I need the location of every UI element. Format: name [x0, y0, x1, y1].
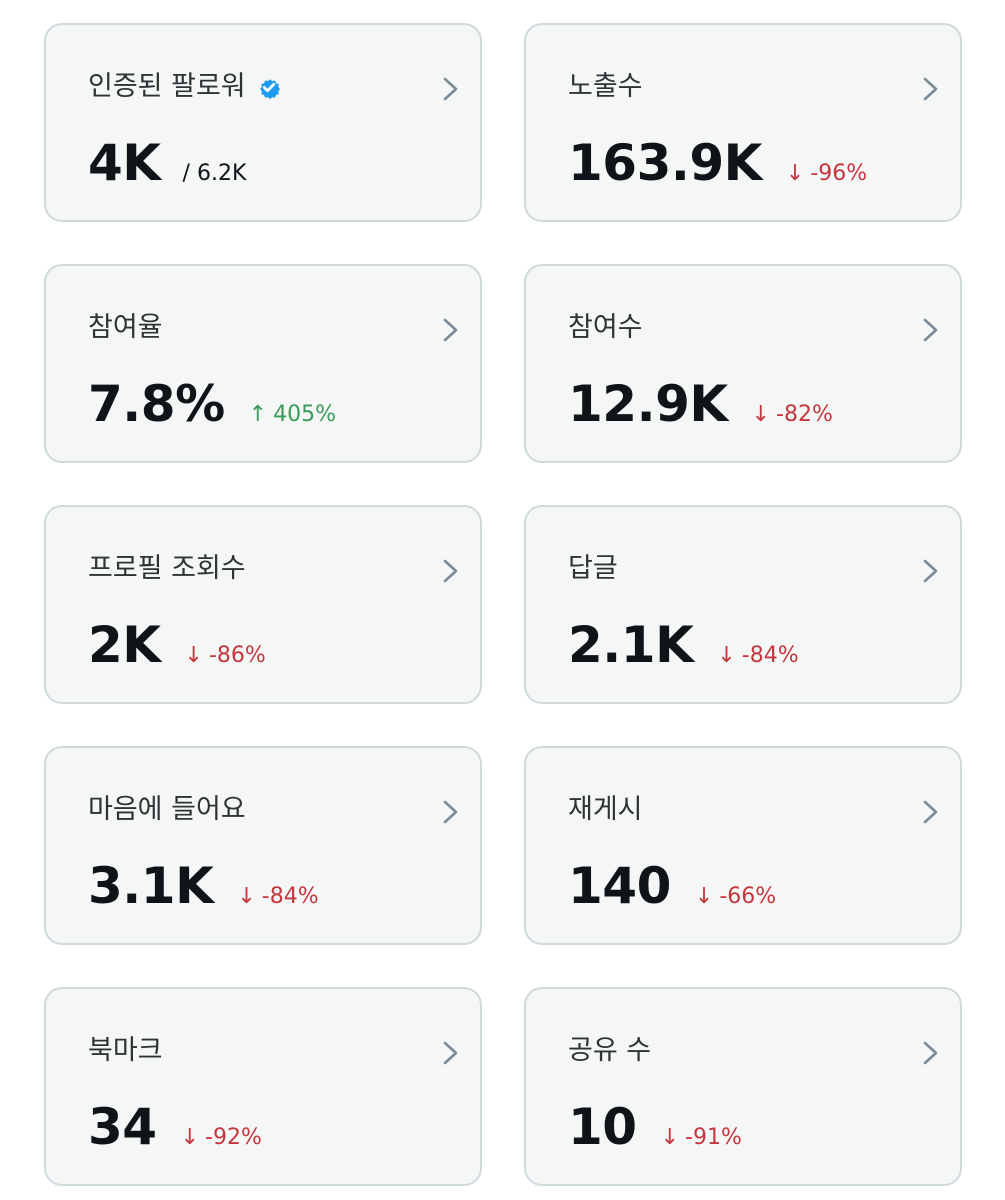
metric-change: ↓ -84%: [717, 643, 798, 668]
metric-card-verified-followers[interactable]: 인증된 팔로워 4K / 6.2K: [44, 23, 482, 222]
metric-label: 노출수: [568, 71, 643, 102]
metric-value: 140: [568, 857, 671, 915]
metric-change: ↓ -86%: [185, 643, 266, 668]
metric-change: ↓ -92%: [181, 1125, 262, 1150]
chevron-right-icon[interactable]: [440, 798, 462, 826]
metric-label-row: 참여수: [568, 310, 643, 346]
metric-change-value: -91%: [685, 1125, 742, 1150]
metric-label-row: 참여율: [88, 310, 163, 346]
metric-value: 163.9K: [568, 134, 762, 192]
metric-change-value: -84%: [261, 884, 319, 909]
metric-value-row: 2.1K ↓ -84%: [568, 615, 799, 675]
chevron-right-icon[interactable]: [920, 75, 942, 103]
metric-change: ↓ -96%: [786, 161, 867, 186]
metric-value-row: 140 ↓ -66%: [568, 856, 776, 916]
metric-card-profile-visits[interactable]: 프로필 조회수 2K ↓ -86%: [44, 505, 482, 704]
metric-card-engagement-rate[interactable]: 참여율 7.8% ↑ 405%: [44, 264, 482, 463]
arrow-up-icon: ↑: [248, 402, 268, 427]
metric-value-row: 10 ↓ -91%: [568, 1097, 742, 1157]
chevron-right-icon[interactable]: [440, 316, 462, 344]
metric-value: 4K: [88, 134, 161, 192]
chevron-right-icon[interactable]: [920, 557, 942, 585]
chevron-right-icon[interactable]: [440, 1039, 462, 1067]
metrics-grid: 인증된 팔로워 4K / 6.2K 노출수 163.9K ↓: [44, 23, 962, 1186]
metric-label: 공유 수: [568, 1035, 652, 1066]
arrow-down-icon: ↓: [180, 1125, 200, 1150]
metric-value: 3.1K: [88, 857, 214, 915]
metric-card-impressions[interactable]: 노출수 163.9K ↓ -96%: [524, 23, 962, 222]
metric-value-row: 7.8% ↑ 405%: [88, 374, 336, 434]
metric-label-row: 노출수: [568, 69, 643, 105]
chevron-right-icon[interactable]: [920, 1039, 942, 1067]
metric-value-row: 2K ↓ -86%: [88, 615, 266, 675]
metric-value-row: 34 ↓ -92%: [88, 1097, 262, 1157]
metric-change-value: 405%: [273, 402, 337, 427]
metric-card-shares[interactable]: 공유 수 10 ↓ -91%: [524, 987, 962, 1186]
chevron-right-icon[interactable]: [920, 316, 942, 344]
metric-label-row: 인증된 팔로워: [88, 69, 284, 105]
arrow-down-icon: ↓: [237, 884, 256, 909]
metric-value: 2.1K: [568, 616, 694, 674]
arrow-down-icon: ↓: [660, 1125, 680, 1150]
metric-label: 마음에 들어요: [88, 794, 246, 825]
chevron-right-icon[interactable]: [920, 798, 942, 826]
metric-label: 답글: [568, 553, 618, 584]
chevron-right-icon[interactable]: [440, 75, 462, 103]
metric-change: ↓ -66%: [695, 884, 776, 909]
metric-value: 10: [568, 1098, 637, 1156]
metric-label: 참여수: [568, 312, 643, 343]
metric-value-row: 12.9K ↓ -82%: [568, 374, 833, 434]
chevron-right-icon[interactable]: [440, 557, 462, 585]
arrow-down-icon: ↓: [717, 643, 736, 668]
metric-change-value: -86%: [208, 643, 266, 668]
metric-change: ↓ -84%: [237, 884, 318, 909]
metric-label-row: 답글: [568, 551, 618, 587]
metric-change: ↓ -82%: [752, 402, 833, 427]
metric-label: 인증된 팔로워: [88, 71, 246, 102]
metric-change-value: -84%: [741, 643, 799, 668]
metric-change-value: -82%: [776, 402, 833, 427]
metric-value: 2K: [88, 616, 161, 674]
metric-card-engagements[interactable]: 참여수 12.9K ↓ -82%: [524, 264, 962, 463]
metric-value-row: 163.9K ↓ -96%: [568, 133, 867, 193]
arrow-down-icon: ↓: [751, 402, 771, 427]
metric-label-row: 공유 수: [568, 1033, 651, 1069]
metric-change-value: -66%: [719, 884, 777, 909]
metric-change-value: -92%: [205, 1125, 262, 1150]
metric-change: ↑ 405%: [249, 402, 336, 427]
metric-value-row: 3.1K ↓ -84%: [88, 856, 319, 916]
metric-card-likes[interactable]: 마음에 들어요 3.1K ↓ -84%: [44, 746, 482, 945]
metric-label-row: 재게시: [568, 792, 643, 828]
metric-card-replies[interactable]: 답글 2.1K ↓ -84%: [524, 505, 962, 704]
metric-label: 참여율: [88, 312, 163, 343]
metric-label-row: 프로필 조회수: [88, 551, 246, 587]
metric-total: / 6.2K: [182, 161, 247, 186]
metric-value: 34: [88, 1098, 157, 1156]
metric-change-value: -96%: [810, 161, 868, 186]
metric-value: 7.8%: [88, 375, 225, 433]
metric-card-reposts[interactable]: 재게시 140 ↓ -66%: [524, 746, 962, 945]
metric-label: 재게시: [568, 794, 643, 825]
arrow-down-icon: ↓: [184, 643, 203, 668]
metric-label: 북마크: [88, 1035, 163, 1066]
arrow-down-icon: ↓: [785, 161, 805, 186]
metric-label-row: 마음에 들어요: [88, 792, 246, 828]
arrow-down-icon: ↓: [694, 884, 714, 909]
metric-value-row: 4K / 6.2K: [88, 133, 246, 193]
metric-card-bookmarks[interactable]: 북마크 34 ↓ -92%: [44, 987, 482, 1186]
metric-change: ↓ -91%: [661, 1125, 742, 1150]
metric-label: 프로필 조회수: [88, 553, 246, 584]
verified-badge-icon: [254, 72, 284, 102]
metric-label-row: 북마크: [88, 1033, 163, 1069]
metric-value: 12.9K: [568, 375, 728, 433]
